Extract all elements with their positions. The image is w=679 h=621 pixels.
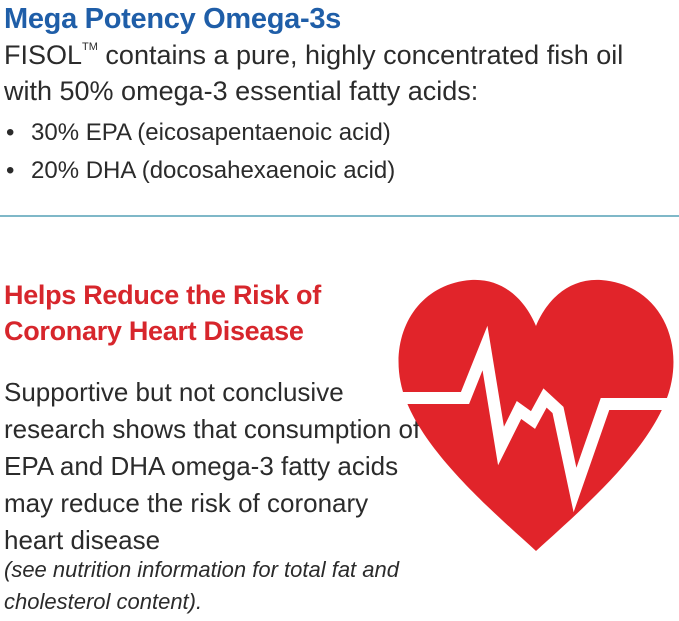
pulse-line: [393, 325, 679, 513]
brand-name: FISOL: [4, 40, 83, 70]
list-item: • 20% DHA (docosahexaenoic acid): [4, 152, 395, 190]
heart-claim-text: Supportive but not conclusive research s…: [4, 377, 421, 555]
omega-section-title: Mega Potency Omega-3s: [4, 3, 341, 35]
section-divider: [0, 215, 679, 217]
list-item-label: 30% EPA (eicosapentaenoic acid): [31, 119, 391, 146]
intro-rest: contains a pure, highly concentrated fis…: [4, 40, 624, 106]
bullet-icon: •: [6, 119, 15, 146]
heart-pulse-icon: [393, 279, 679, 551]
fatty-acid-list: • 30% EPA (eicosapentaenoic acid) • 20% DH…: [4, 114, 395, 190]
omega-intro-text: FISOLTM contains a pure, highly concentr…: [4, 37, 674, 109]
heart-section-title: Helps Reduce the Risk of Coronary Heart …: [4, 280, 321, 346]
nutrition-note: (see nutrition information for total fat…: [4, 557, 399, 614]
bullet-icon: •: [6, 157, 15, 184]
list-item-label: 20% DHA (docosahexaenoic acid): [31, 157, 396, 184]
list-item: • 30% EPA (eicosapentaenoic acid): [4, 114, 395, 152]
trademark-symbol: TM: [82, 41, 98, 53]
